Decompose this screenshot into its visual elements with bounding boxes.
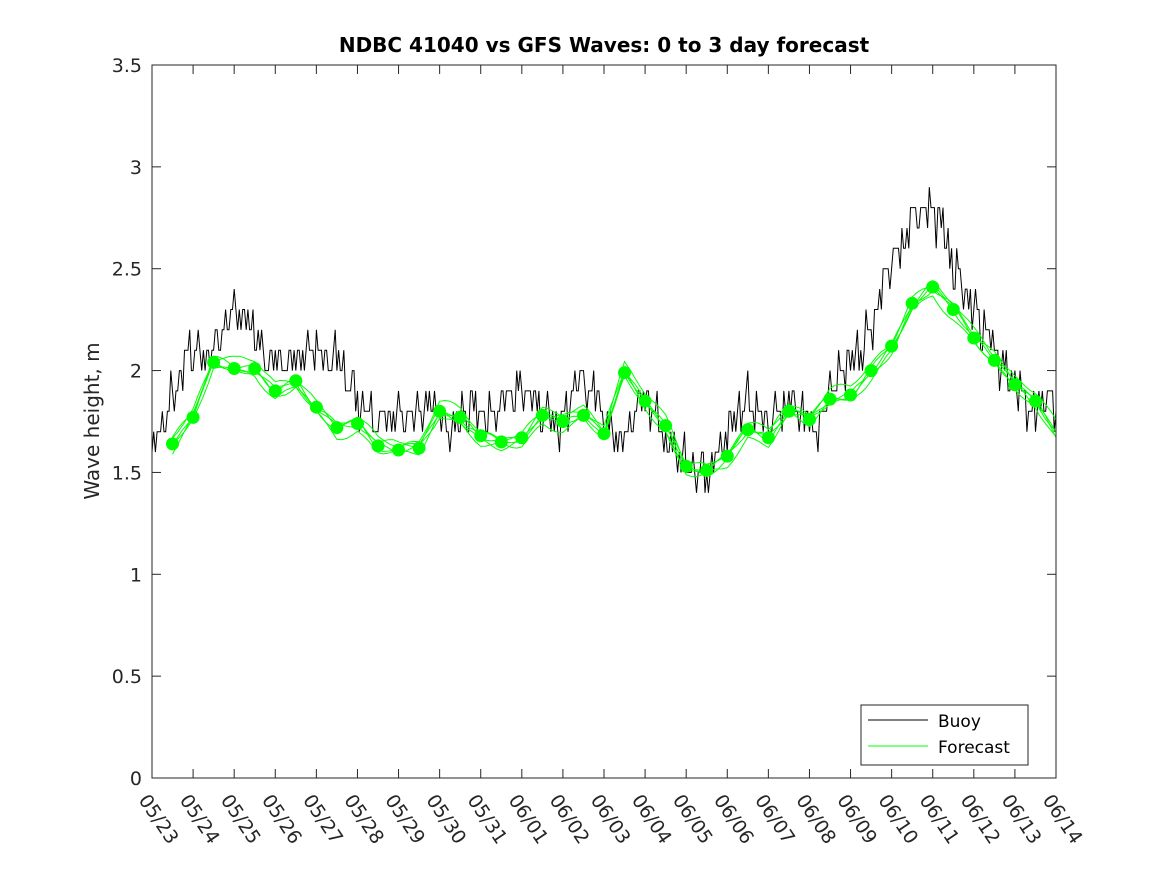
y-tick-label-1: 0.5: [112, 666, 142, 688]
legend-buoy-label: Buoy: [938, 712, 981, 732]
forecast-point-39: [967, 331, 981, 345]
forecast-point-31: [803, 413, 816, 426]
forecast-point-5: [268, 384, 282, 398]
forecast-point-19: [556, 415, 570, 428]
plot-markers: [166, 280, 1042, 477]
forecast-point-27: [720, 449, 734, 463]
forecast-point-36: [905, 296, 919, 310]
series-forecast-line-4: [172, 290, 1057, 477]
legend: Buoy Forecast: [860, 704, 1029, 766]
forecast-point-20: [577, 408, 590, 422]
y-tick-label-5: 2.5: [112, 259, 142, 281]
y-tick-label-4: 2: [130, 361, 142, 383]
forecast-point-30: [782, 404, 796, 418]
forecast-point-2: [207, 355, 221, 369]
forecast-point-1: [186, 410, 200, 424]
forecast-point-25: [679, 459, 693, 473]
y-axis-label: Wave height, m: [80, 342, 104, 499]
legend-forecast-label: Forecast: [938, 738, 1010, 758]
forecast-point-13: [433, 404, 447, 418]
forecast-point-4: [248, 362, 262, 375]
forecast-point-3: [227, 362, 241, 375]
forecast-point-0: [166, 437, 179, 451]
forecast-point-11: [392, 443, 405, 457]
forecast-point-35: [885, 339, 899, 353]
forecast-point-21: [597, 427, 611, 441]
chart-title: NDBC 41040 vs GFS Waves: 0 to 3 day fore…: [339, 33, 870, 57]
forecast-point-33: [844, 388, 857, 402]
forecast-point-32: [823, 392, 837, 406]
forecast-point-38: [946, 303, 960, 316]
forecast-point-29: [761, 431, 775, 445]
y-tick-label-3: 1.5: [112, 462, 142, 484]
forecast-point-22: [618, 366, 631, 380]
y-axis-ticks: 0 0.5 1 1.5 2 2.5 3 3.5: [112, 55, 1056, 790]
forecast-point-14: [453, 410, 467, 424]
forecast-point-15: [474, 429, 488, 443]
forecast-point-10: [371, 439, 385, 453]
forecast-point-6: [289, 374, 303, 388]
forecast-point-26: [700, 463, 714, 477]
forecast-point-12: [412, 441, 426, 455]
forecast-point-28: [741, 423, 755, 437]
forecast-point-18: [535, 408, 549, 422]
y-tick-label-7: 3.5: [112, 55, 142, 77]
forecast-point-41: [1008, 378, 1022, 392]
forecast-point-37: [926, 280, 940, 294]
forecast-point-16: [494, 435, 508, 449]
y-tick-label-6: 3: [130, 157, 142, 179]
forecast-point-17: [515, 431, 529, 445]
forecast-point-42: [1029, 394, 1042, 408]
y-tick-label-2: 1: [130, 564, 142, 586]
forecast-point-40: [987, 353, 1001, 367]
legend-box: [860, 704, 1029, 766]
forecast-point-9: [351, 417, 364, 430]
forecast-point-23: [638, 394, 652, 408]
forecast-point-8: [330, 421, 344, 435]
y-tick-label-0: 0: [130, 768, 142, 790]
forecast-point-24: [659, 419, 673, 433]
forecast-point-34: [864, 364, 878, 378]
forecast-point-7: [309, 400, 323, 414]
